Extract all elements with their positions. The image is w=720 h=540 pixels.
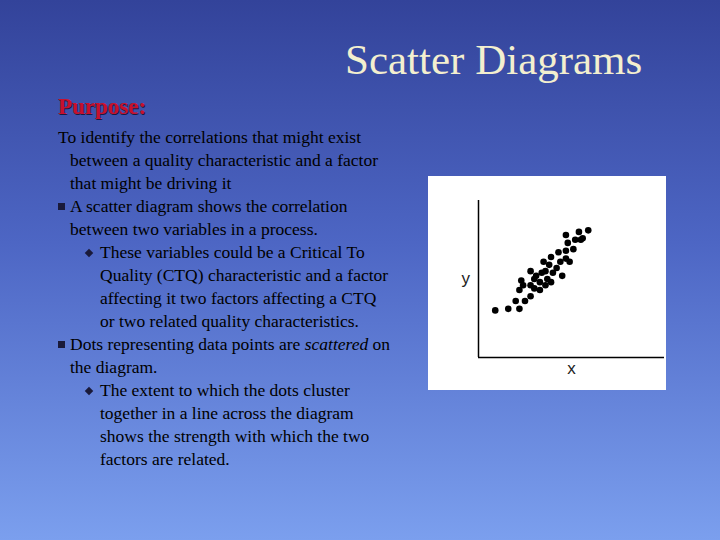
html-text:Purpose:: Purpose: <box>58 94 147 119</box>
svg-text:y: y <box>462 269 471 288</box>
html-text:A scatter diagram shows the co: A scatter diagram shows the correlation … <box>70 196 348 239</box>
html-text:These variables could be a Cri: These variables could be a Critical To Q… <box>100 242 389 331</box>
svg-text:x: x <box>567 359 576 378</box>
html-text:To identify the correlations t: To identify the correlations that might … <box>58 127 378 193</box>
html-text:Scatter Diagrams: Scatter Diagrams <box>345 36 643 83</box>
html-text:The extent to which the dots c: The extent to which the dots cluster tog… <box>100 380 370 469</box>
html-text:Dots representing data points: Dots representing data points are scatte… <box>70 334 391 377</box>
